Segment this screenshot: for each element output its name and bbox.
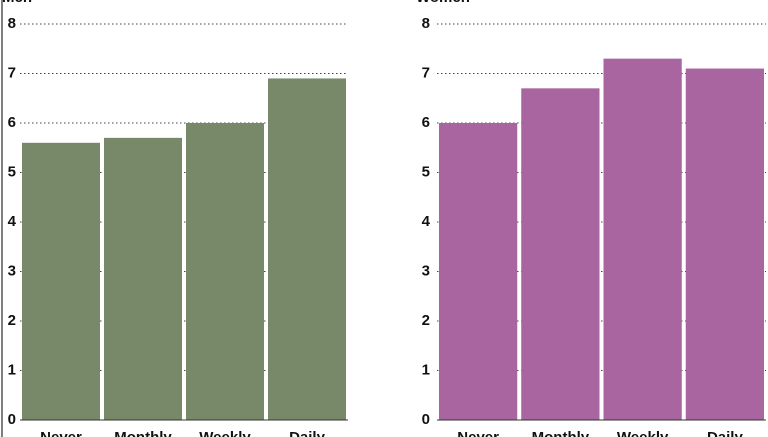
y-tick-label: 3 bbox=[422, 262, 430, 279]
y-tick-label: 8 bbox=[8, 15, 16, 32]
y-tick-label: 7 bbox=[422, 64, 430, 81]
y-tick-label: 2 bbox=[422, 312, 430, 329]
y-tick-label: 8 bbox=[422, 15, 430, 32]
bar bbox=[104, 137, 182, 420]
chart-title: Women bbox=[416, 0, 470, 6]
y-tick-label: 6 bbox=[422, 114, 430, 131]
x-tick-label: Never bbox=[40, 429, 82, 437]
bar bbox=[521, 88, 600, 420]
x-tick-label: Weekly bbox=[199, 429, 251, 437]
y-tick-label: 6 bbox=[8, 114, 16, 131]
x-tick-label: Weekly bbox=[617, 429, 669, 437]
bar bbox=[439, 123, 518, 420]
x-tick-label: Monthly bbox=[532, 429, 590, 437]
x-tick-label: Daily bbox=[289, 429, 326, 437]
y-tick-label: 5 bbox=[8, 163, 16, 180]
bar bbox=[22, 142, 100, 421]
y-tick-label: 1 bbox=[8, 361, 16, 378]
bar bbox=[603, 58, 682, 421]
y-tick-label: 3 bbox=[8, 262, 16, 279]
x-tick-label: Daily bbox=[707, 429, 744, 437]
y-tick-label: 5 bbox=[422, 163, 430, 180]
bar bbox=[186, 123, 264, 420]
y-tick-label: 2 bbox=[8, 312, 16, 329]
x-tick-label: Monthly bbox=[114, 429, 172, 437]
bar bbox=[685, 68, 764, 421]
bar bbox=[268, 78, 346, 420]
y-tick-label: 7 bbox=[8, 64, 16, 81]
x-tick-label: Never bbox=[457, 429, 499, 437]
y-tick-label: 4 bbox=[422, 213, 431, 230]
chart-title: Men bbox=[2, 0, 32, 6]
y-tick-label: 1 bbox=[422, 361, 430, 378]
y-tick-label: 4 bbox=[8, 213, 17, 230]
y-tick-label: 0 bbox=[422, 411, 430, 428]
y-tick-label: 0 bbox=[8, 411, 16, 428]
